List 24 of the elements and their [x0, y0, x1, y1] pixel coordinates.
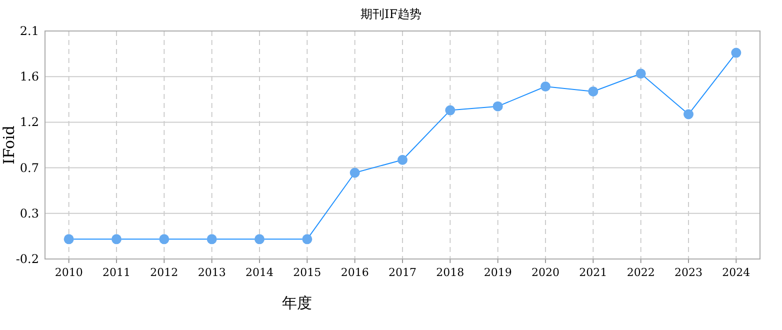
y-tick-label: 2.1 [20, 24, 39, 38]
x-tick-label: 2024 [722, 266, 750, 279]
y-tick-label: 0.3 [20, 206, 39, 220]
x-tick-label: 2021 [579, 266, 608, 279]
y-tick-label: 1.6 [20, 70, 39, 84]
x-tick-label: 2014 [246, 266, 274, 279]
x-tick-label: 2011 [102, 266, 130, 279]
y-tick-label: -0.2 [16, 252, 39, 266]
x-tick-label: 2020 [532, 266, 560, 279]
x-tick-label: 2019 [484, 266, 512, 279]
y-axis-title: IFoid [0, 125, 18, 164]
y-tick-label: 0.7 [20, 160, 39, 175]
x-tick-label: 2023 [674, 266, 702, 279]
x-tick-label: 2013 [198, 266, 226, 279]
x-tick-label: 2017 [388, 266, 416, 279]
x-tick-label: 2012 [150, 266, 178, 279]
x-tick-label: 2015 [293, 266, 322, 279]
x-tick-label: 2018 [436, 266, 464, 279]
y-tick-label: 1.2 [20, 115, 39, 130]
chart-title: 期刊IF趋势 [360, 7, 422, 21]
x-axis-title: 年度 [282, 294, 312, 312]
x-tick-label: 2022 [626, 266, 655, 279]
x-tick-label: 2010 [54, 266, 83, 279]
x-tick-label: 2016 [340, 266, 369, 279]
